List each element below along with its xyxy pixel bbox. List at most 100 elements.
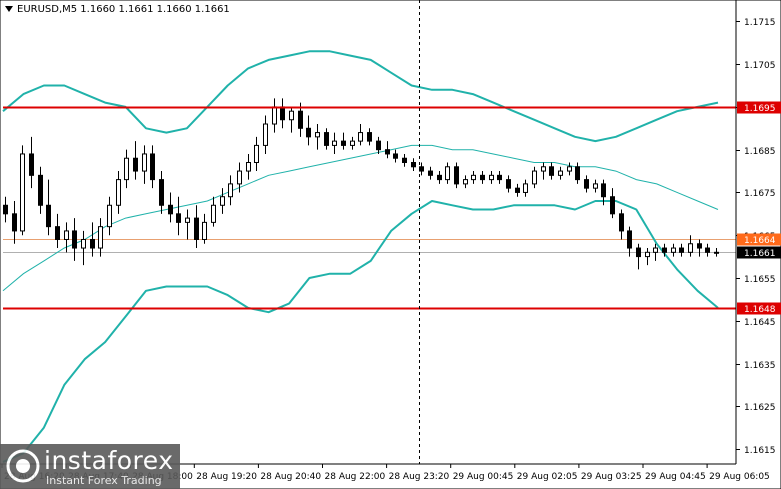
x-tick-label: 28 Aug 20:40 xyxy=(260,472,321,482)
candle-body xyxy=(116,179,121,206)
candle-body xyxy=(601,183,606,198)
candle-body xyxy=(385,149,390,155)
candle-body xyxy=(341,140,346,146)
x-tick-label: 29 Aug 06:05 xyxy=(709,472,770,482)
candle-body xyxy=(428,170,433,176)
candle-body xyxy=(489,174,494,181)
candle-body xyxy=(81,238,86,249)
candle-body xyxy=(263,123,268,146)
candle-body xyxy=(471,174,476,181)
band-middle-line xyxy=(2,144,719,292)
candle-body xyxy=(593,183,598,189)
hint-price-label: 1.1664 xyxy=(744,236,776,246)
candle-body xyxy=(72,230,77,249)
candle-body xyxy=(549,166,554,176)
candle-body xyxy=(437,174,442,181)
candle-body xyxy=(558,170,563,176)
candle-body xyxy=(20,153,25,232)
candle-body xyxy=(688,243,693,253)
candle-body xyxy=(506,179,511,189)
dropdown-triangle-icon[interactable] xyxy=(5,6,13,12)
candle-body xyxy=(324,132,329,146)
candle-body xyxy=(332,140,337,146)
candle-body xyxy=(315,132,320,138)
candle-body xyxy=(202,221,207,240)
candle-body xyxy=(636,247,641,258)
candle-body xyxy=(627,230,632,249)
candle-body xyxy=(679,247,684,253)
x-tick-label: 28 Aug 23:20 xyxy=(389,472,450,482)
price-marks xyxy=(3,239,736,253)
candle-body xyxy=(402,157,407,164)
candle-body xyxy=(220,196,225,206)
candle-body xyxy=(610,196,615,215)
candle-body xyxy=(246,162,251,172)
candle-body xyxy=(662,247,667,253)
candle-body xyxy=(523,183,528,193)
y-tick-label: 1.1685 xyxy=(744,147,776,157)
candle-body xyxy=(272,106,277,125)
support-resistance-levels xyxy=(3,106,736,310)
candle-body xyxy=(705,247,710,253)
candle-body xyxy=(150,153,155,181)
candle-body xyxy=(645,251,650,258)
candle-body xyxy=(254,144,259,164)
candle-body xyxy=(411,162,416,168)
y-tick-label: 1.1705 xyxy=(744,61,776,71)
candle-body xyxy=(376,140,381,151)
instaforex-emblem-icon xyxy=(6,449,40,483)
band-upper-line xyxy=(2,50,719,143)
candle-body xyxy=(480,174,485,181)
y-tick-label: 1.1645 xyxy=(744,318,776,328)
candle-body xyxy=(12,213,17,232)
candle-body xyxy=(497,174,502,181)
y-tick-label: 1.1615 xyxy=(744,446,776,456)
candle-body xyxy=(168,204,173,215)
level-tag xyxy=(737,101,781,114)
candle-body xyxy=(367,132,372,142)
price-axis: 1.17151.17051.16951.16851.16751.16651.16… xyxy=(736,18,781,456)
candle-body xyxy=(575,166,580,181)
candle-body xyxy=(64,230,69,240)
candle-body xyxy=(133,157,138,172)
candle-body xyxy=(107,204,112,228)
candle-body xyxy=(653,247,658,253)
candle-body xyxy=(159,179,164,206)
x-tick-label: 28 Aug 19:20 xyxy=(196,472,257,482)
bid-price-tag xyxy=(737,246,781,259)
candle-body xyxy=(237,170,242,185)
level-tag xyxy=(737,302,781,315)
candle-body xyxy=(194,217,199,240)
candle-body xyxy=(671,247,676,253)
candle-body xyxy=(584,179,589,189)
level-label: 1.1695 xyxy=(744,104,776,114)
candle-body xyxy=(124,157,129,181)
candle-body xyxy=(358,132,363,142)
candle-body xyxy=(419,166,424,172)
x-tick-label: 28 Aug 22:00 xyxy=(325,472,386,482)
candle-body xyxy=(714,251,719,254)
candle-body xyxy=(619,213,624,232)
candle-body xyxy=(38,174,43,206)
y-tick-label: 1.1635 xyxy=(744,361,776,371)
candle-body xyxy=(306,127,311,138)
candle-body xyxy=(211,204,216,223)
y-tick-label: 1.1715 xyxy=(744,18,776,28)
instaforex-logo: instaforex Instant Forex Trading xyxy=(0,444,180,489)
logo-name: instaforex xyxy=(44,446,174,475)
candle-body xyxy=(176,213,181,223)
candle-body xyxy=(350,140,355,146)
candle-body xyxy=(567,166,572,172)
candle-body xyxy=(532,170,537,185)
x-tick-label: 29 Aug 00:45 xyxy=(453,472,514,482)
symbol-header: EURUSD,M5 1.1660 1.1661 1.1660 1.1661 xyxy=(5,4,230,15)
level-label: 1.1648 xyxy=(744,305,776,315)
bollinger-bands xyxy=(2,50,719,463)
candle-body xyxy=(445,166,450,181)
candle-body xyxy=(697,243,702,249)
symbol-label: EURUSD,M5 1.1660 1.1661 1.1660 1.1661 xyxy=(17,4,230,15)
logo-tagline: Instant Forex Trading xyxy=(46,474,162,487)
x-tick-label: 29 Aug 04:45 xyxy=(645,472,706,482)
